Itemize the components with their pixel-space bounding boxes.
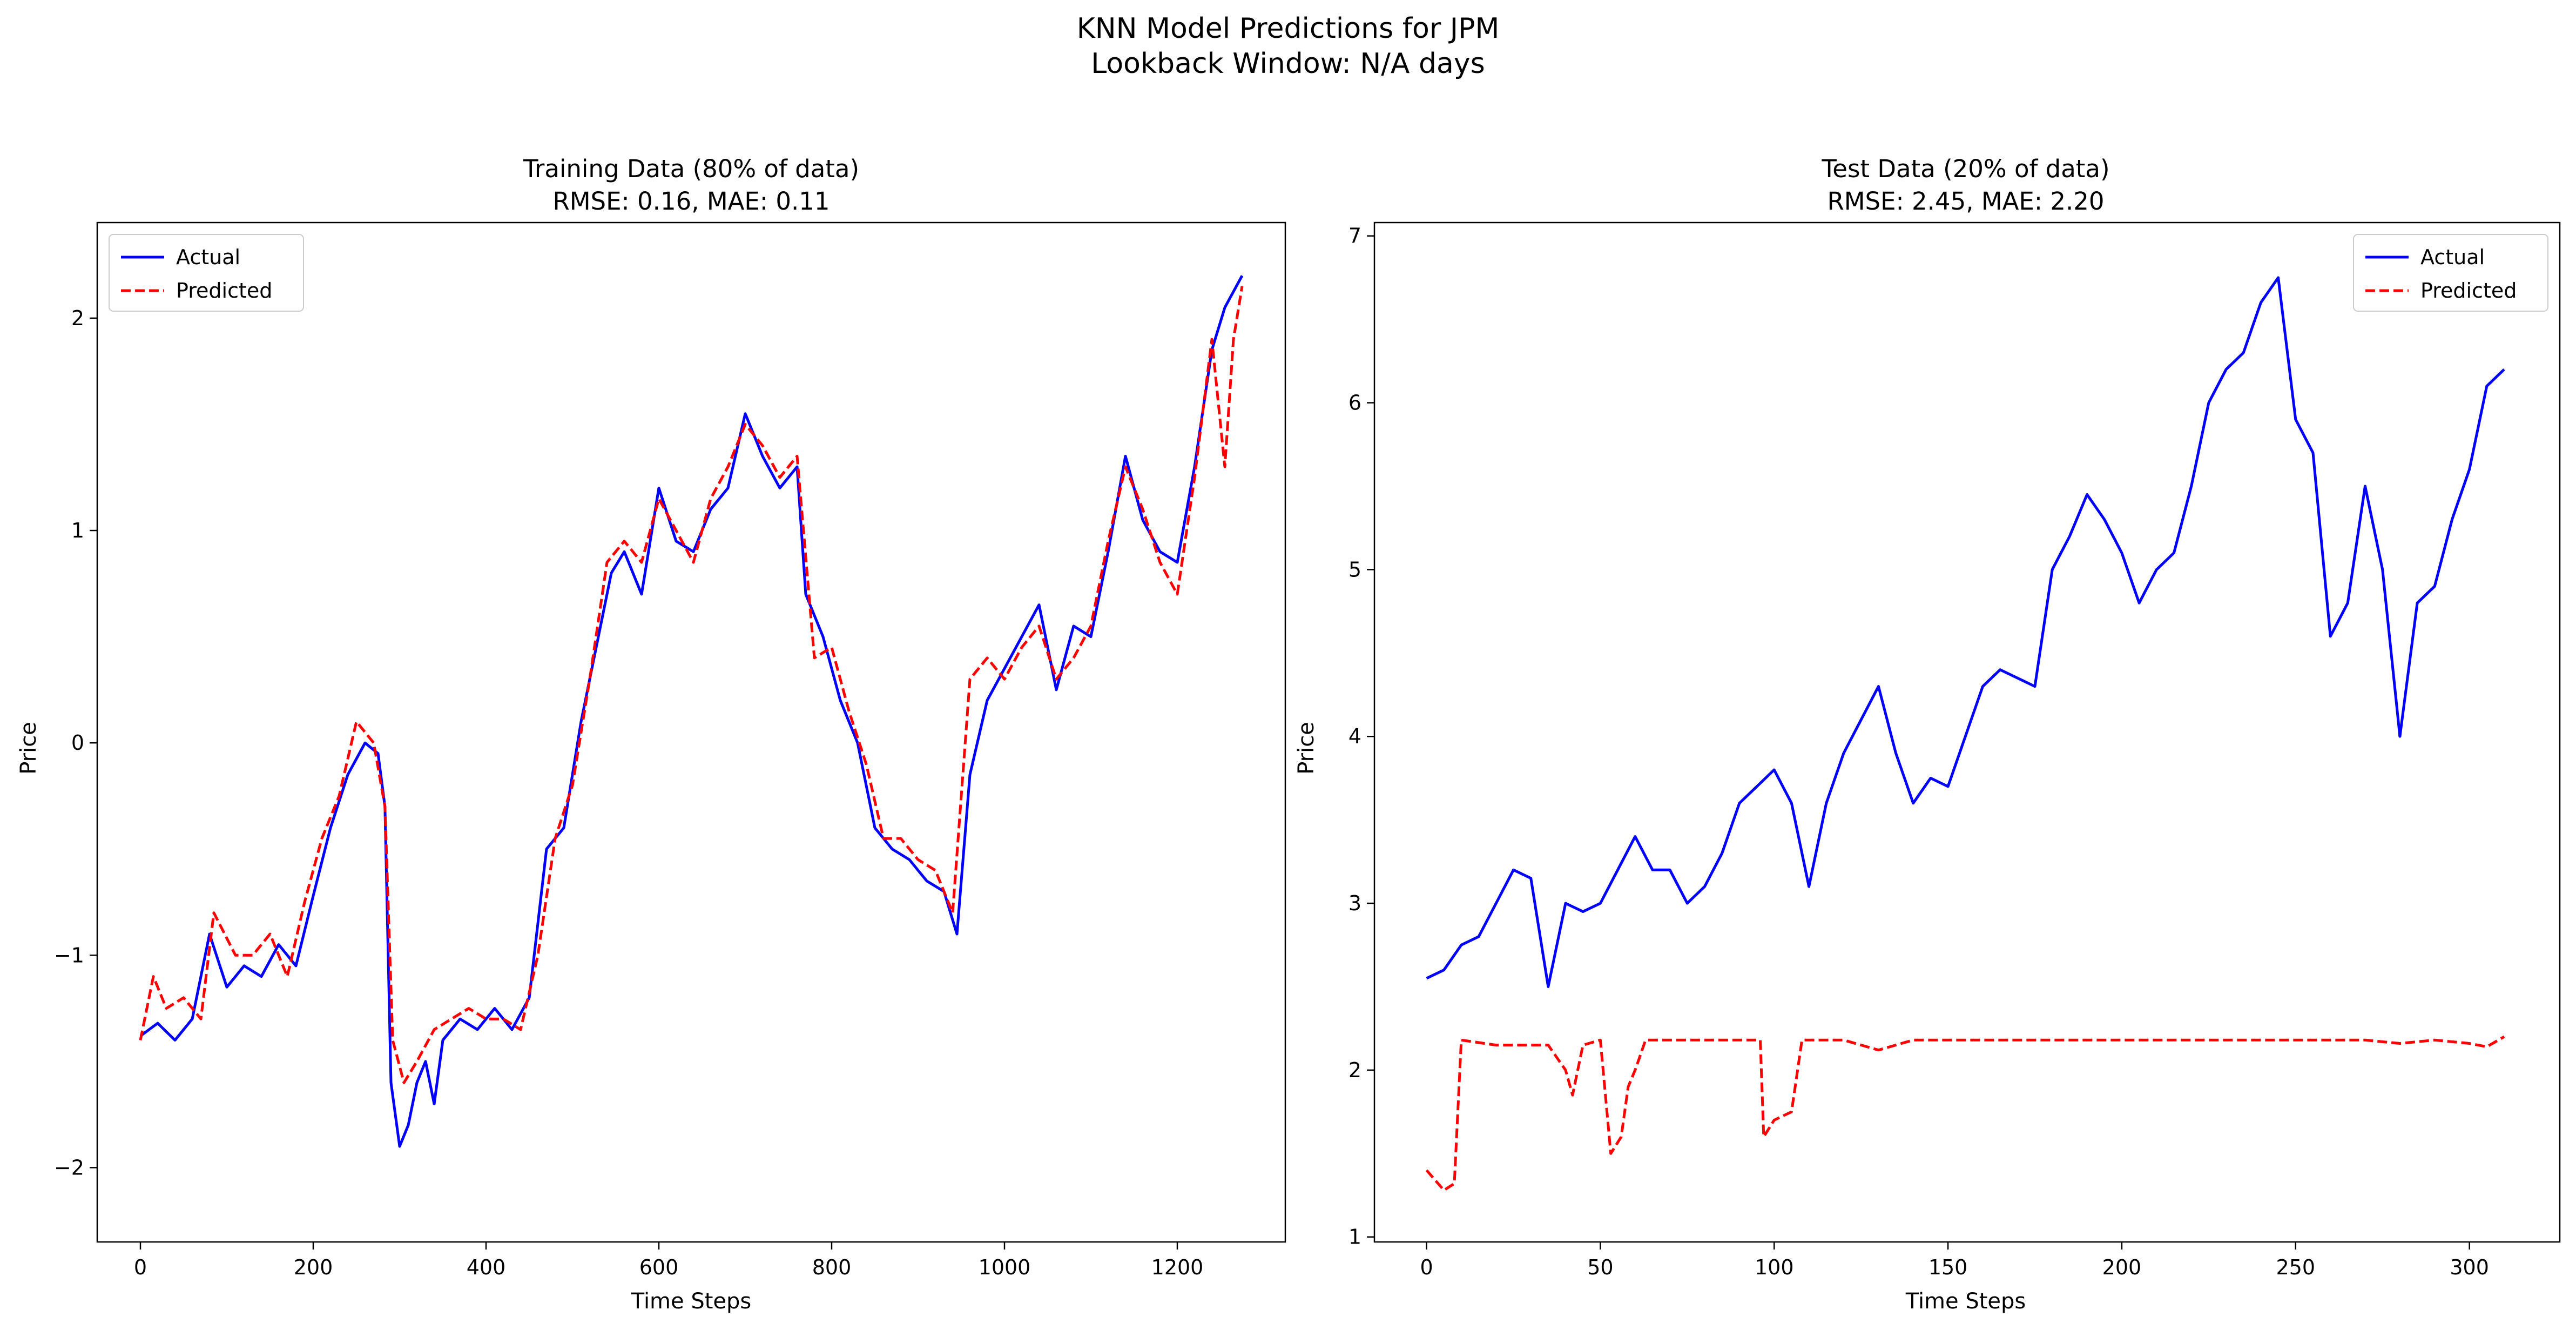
training-chart: Training Data (80% of data) RMSE: 0.16, … [16, 155, 1286, 1314]
test-x-tick-label: 300 [2450, 1255, 2489, 1279]
test-series-actual-line [1426, 276, 2505, 988]
training-y-tick-label: 2 [71, 306, 84, 330]
training-x-tick-label: 800 [812, 1255, 852, 1279]
training-legend-actual-label: Actual [176, 245, 240, 269]
training-chart-title: Training Data (80% of data) [523, 155, 859, 183]
test-x-tick-label: 100 [1755, 1255, 1794, 1279]
test-x-tick-label: 250 [2276, 1255, 2316, 1279]
training-x-axis-label: Time Steps [631, 1289, 752, 1314]
test-x-axis-label: Time Steps [1905, 1289, 2026, 1314]
test-plot-frame [1373, 221, 2561, 1243]
test-x-tick-label: 0 [1420, 1255, 1433, 1279]
test-chart-title: Test Data (20% of data) [1821, 155, 2109, 183]
training-y-tick-label: −1 [54, 943, 84, 967]
test-chart-metrics: RMSE: 2.45, MAE: 2.20 [1827, 187, 2104, 216]
test-y-tick-label: 7 [1348, 224, 1361, 248]
test-x-tick-label: 150 [1928, 1255, 1968, 1279]
training-y-axis-label: Price [16, 722, 41, 775]
test-legend: Actual Predicted [2353, 234, 2548, 312]
training-x-tick-label: 400 [467, 1255, 506, 1279]
training-series-actual-line [139, 275, 1244, 1148]
test-chart: Test Data (20% of data) RMSE: 2.45, MAE:… [1294, 155, 2561, 1314]
training-x-tick-label: 600 [639, 1255, 679, 1279]
training-x-tick-label: 1000 [979, 1255, 1031, 1279]
test-x-tick-label: 50 [1587, 1255, 1613, 1279]
training-legend: Actual Predicted [109, 234, 304, 312]
training-y-tick-label: −2 [54, 1156, 84, 1179]
figure-subtitle: Lookback Window: N/A days [1091, 48, 1485, 80]
training-legend-predicted-label: Predicted [176, 279, 272, 303]
test-y-tick-label: 2 [1348, 1058, 1361, 1082]
test-y-tick-label: 6 [1348, 391, 1361, 415]
test-legend-actual-label: Actual [2420, 245, 2485, 269]
test-y-tick-label: 4 [1348, 724, 1361, 748]
training-y-tick-label: 0 [71, 731, 84, 755]
training-series-predicted-line [139, 286, 1244, 1084]
training-plot-frame [96, 221, 1286, 1243]
test-series-predicted-line [1425, 1035, 2505, 1192]
figure-title: KNN Model Predictions for JPM [1077, 12, 1500, 45]
test-y-tick-label: 3 [1348, 891, 1361, 915]
training-x-tick-label: 1200 [1151, 1255, 1204, 1279]
training-chart-metrics: RMSE: 0.16, MAE: 0.11 [552, 187, 830, 216]
training-y-tick-label: 1 [71, 519, 84, 542]
test-y-tick-label: 1 [1348, 1225, 1361, 1249]
test-y-tick-label: 5 [1348, 557, 1361, 581]
training-x-tick-label: 0 [134, 1255, 147, 1279]
training-x-tick-label: 200 [294, 1255, 333, 1279]
test-y-axis-label: Price [1294, 722, 1319, 775]
test-legend-predicted-label: Predicted [2420, 279, 2517, 303]
test-x-tick-label: 200 [2102, 1255, 2142, 1279]
